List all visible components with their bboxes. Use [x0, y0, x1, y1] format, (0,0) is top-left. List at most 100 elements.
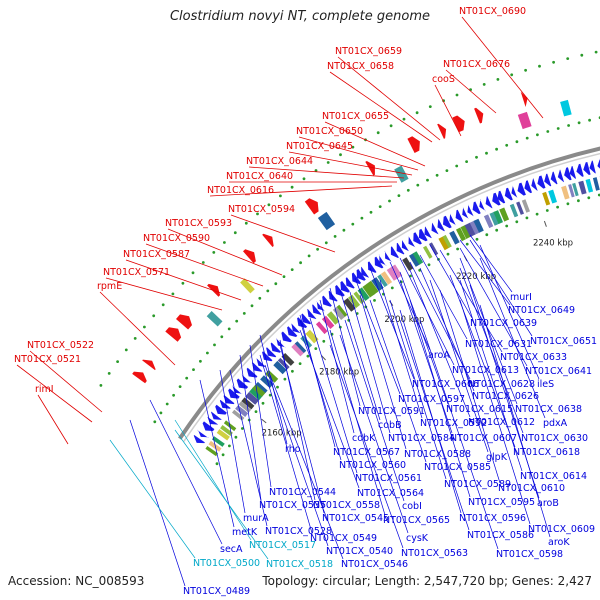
- gc-dot: [369, 210, 373, 214]
- gc-dot: [556, 205, 559, 209]
- gc-dot: [525, 216, 529, 220]
- gc-dot: [99, 384, 103, 387]
- leader-line: [16, 364, 93, 423]
- gene-label-reverse: NT01CX_0584: [388, 433, 455, 444]
- map-title: Clostridium novyi NT, complete genome: [169, 9, 431, 24]
- cog-block: [220, 425, 233, 436]
- reverse-gene-arrow: [443, 215, 452, 229]
- gc-dot: [378, 205, 382, 209]
- gc-dot: [299, 261, 302, 265]
- gene-label-reverse: secA: [220, 544, 243, 555]
- kbp-label: 2160 kbp: [262, 429, 302, 439]
- gc-dot: [244, 221, 248, 225]
- leader-line: [459, 257, 518, 405]
- cog-block: [548, 189, 557, 204]
- gc-dot: [546, 130, 550, 133]
- leader-line: [399, 319, 470, 531]
- reverse-gene-arrow: [531, 178, 538, 191]
- leader-line: [419, 254, 468, 340]
- reverse-gene-arrow: [401, 240, 409, 252]
- kbp-tick: [543, 220, 547, 227]
- reverse-gene-arrow: [328, 290, 338, 302]
- gc-dot: [495, 147, 498, 151]
- leader-line: [149, 399, 223, 545]
- gc-dot: [360, 216, 364, 220]
- gene-label-forward: NT01CX_0590: [143, 233, 210, 244]
- reverse-gene-arrow: [215, 404, 227, 415]
- gc-dot: [333, 235, 337, 238]
- gene-label-reverse: NT01CX_0633: [500, 352, 567, 363]
- leader-line: [461, 16, 544, 119]
- gc-dot: [171, 292, 175, 296]
- kbp-tick: [321, 355, 326, 361]
- reverse-gene-arrow: [517, 182, 526, 196]
- cog-block: [442, 234, 452, 248]
- leader-line: [105, 277, 223, 311]
- cog-block: [317, 211, 336, 231]
- reverse-gene-arrow: [322, 295, 332, 307]
- reverse-gene-arrow: [266, 347, 277, 358]
- cog-block: [561, 185, 570, 200]
- gc-dot: [445, 169, 449, 173]
- leader-line: [329, 287, 361, 407]
- gene-label-forward: NT01CX_0587: [123, 249, 190, 260]
- gc-dot: [351, 222, 355, 226]
- leader-line: [429, 244, 473, 319]
- gc-dot: [515, 140, 519, 144]
- gc-dot: [475, 155, 478, 159]
- leader-line: [329, 344, 404, 549]
- cog-block: [212, 436, 225, 447]
- gc-dot: [191, 271, 195, 275]
- gc-dot: [234, 435, 238, 439]
- cog-block: [402, 257, 414, 271]
- cog-block: [456, 227, 466, 242]
- reverse-gene-arrow: [256, 358, 266, 368]
- leader-line: [337, 56, 441, 141]
- gene-label-reverse: NT01CX_0610: [498, 483, 565, 494]
- cog-block: [343, 298, 356, 312]
- gc-dot: [416, 183, 420, 187]
- gc-dot: [206, 351, 209, 355]
- cog-block: [509, 203, 519, 218]
- gc-dot: [465, 242, 469, 246]
- cog-block: [206, 311, 223, 327]
- gc-dot: [538, 64, 541, 68]
- leader-line: [298, 136, 419, 171]
- gc-dot: [566, 57, 570, 60]
- reverse-gene-arrow: [564, 167, 572, 181]
- reverse-gene-arrow: [287, 326, 298, 337]
- gene-label-reverse: NT01CX_0560: [339, 460, 406, 471]
- forward-gene-arrow: [474, 107, 484, 124]
- gene-label-reverse: NT01CX_0598: [496, 549, 563, 560]
- reverse-gene-arrow: [455, 209, 464, 222]
- reverse-gene-arrow: [597, 158, 600, 169]
- gene-label-forward: NT01CX_0594: [228, 204, 295, 215]
- leader-line: [469, 239, 533, 337]
- cog-block: [315, 321, 328, 335]
- leader-line: [339, 289, 381, 421]
- leader-line: [248, 166, 405, 179]
- gc-dot: [566, 202, 570, 206]
- cog-block: [273, 360, 287, 375]
- reverse-gene-arrow: [576, 163, 584, 177]
- gc-dot: [256, 212, 259, 216]
- gene-label-reverse: NT01CX_0612: [468, 417, 535, 428]
- gc-dot: [159, 411, 163, 415]
- gc-dot: [536, 133, 539, 137]
- gc-dot: [192, 368, 195, 371]
- leader-line: [299, 319, 342, 461]
- reverse-gene-arrow: [485, 196, 493, 209]
- leader-line: [329, 71, 433, 143]
- cog-block: [305, 329, 319, 344]
- cog-block: [542, 191, 551, 206]
- reverse-gene-arrow: [583, 162, 591, 175]
- reverse-gene-arrow: [356, 269, 366, 281]
- gc-dot: [276, 385, 279, 389]
- gc-dot: [116, 360, 119, 363]
- forward-gene-arrow: [365, 161, 375, 176]
- cog-block: [326, 311, 340, 325]
- gene-label-reverse: NT01CX_0585: [424, 462, 491, 473]
- gc-dot: [227, 327, 231, 331]
- leader-line: [109, 439, 196, 559]
- gene-label-reverse: NT01CX_0607: [450, 433, 517, 444]
